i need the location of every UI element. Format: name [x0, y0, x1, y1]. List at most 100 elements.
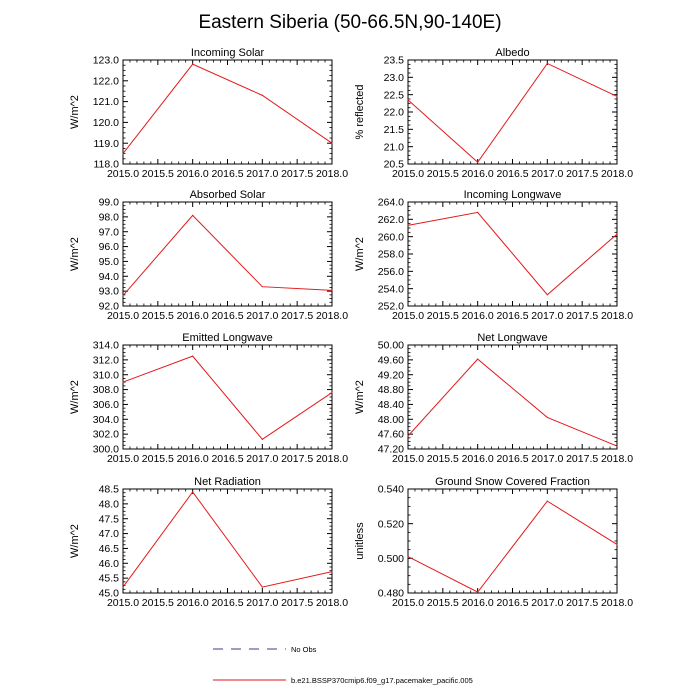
x-tick-label: 2018.0 [316, 168, 348, 180]
y-tick-label: 312.0 [93, 354, 119, 366]
data-point [261, 94, 263, 96]
y-axis-label: W/m^2 [354, 237, 366, 271]
panel-net-radiation: Net Radiation W/m^2 2015.0 2015.5 2016.0 2016… [69, 476, 348, 609]
y-tick-label: 46.5 [99, 543, 120, 555]
y-tick-label: 47.60 [378, 429, 404, 441]
series-line [407, 211, 618, 296]
x-tick-label: 2017.5 [566, 597, 598, 609]
x-tick-label: 2016.0 [462, 310, 494, 322]
y-tick-label: 49.60 [378, 354, 404, 366]
data-point [546, 500, 548, 502]
data-point [616, 543, 618, 546]
y-tick-label: 258.0 [378, 249, 404, 261]
data-point [546, 294, 548, 296]
x-tick-label: 2016.5 [211, 310, 243, 322]
x-tick-label: 2015.0 [392, 597, 424, 609]
y-tick-label: 45.0 [99, 588, 120, 600]
x-tick-label: 2015.5 [142, 168, 174, 180]
y-tick-label: 47.5 [99, 513, 120, 525]
x-tick-label: 2015.5 [142, 453, 174, 465]
series-line [407, 62, 618, 164]
y-tick-label: 0.500 [378, 553, 404, 565]
y-tick-label: 300.0 [93, 444, 119, 456]
data-point [407, 435, 409, 437]
y-tick-label: 48.80 [378, 384, 404, 396]
x-tick-label: 2017.5 [281, 453, 313, 465]
x-tick-label: 2018.0 [316, 310, 348, 322]
y-tick-label: 254.0 [378, 283, 404, 295]
y-tick-label: 47.20 [378, 444, 404, 456]
panel-title: Incoming Longwave [464, 189, 562, 201]
x-tick-label: 2015.0 [107, 168, 139, 180]
panel-title: Emitted Longwave [182, 332, 273, 344]
y-tick-label: 314.0 [93, 340, 119, 352]
y-tick-label: 21.5 [384, 124, 405, 136]
data-point [477, 358, 479, 360]
y-tick-label: 92.0 [99, 301, 120, 313]
legend-label-model-run: b.e21.BSSP370cmip6.f09_g17.pacemaker_pac… [291, 676, 473, 685]
x-tick-label: 2018.0 [601, 168, 633, 180]
data-point [546, 416, 548, 419]
x-tick-label: 2016.0 [177, 597, 209, 609]
data-point [477, 591, 479, 593]
data-point [331, 571, 333, 573]
data-point [331, 142, 333, 144]
data-point [331, 391, 333, 394]
y-axis-label: W/m^2 [354, 380, 366, 414]
y-tick-label: 262.0 [378, 214, 404, 226]
series-line [122, 491, 333, 588]
x-tick-label: 2016.0 [462, 597, 494, 609]
y-axis-label: unitless [354, 522, 366, 560]
y-tick-label: 21.0 [384, 141, 405, 153]
data-point [261, 438, 263, 440]
y-tick-label: 48.0 [99, 498, 120, 510]
y-tick-label: 49.20 [378, 369, 404, 381]
x-tick-label: 2016.5 [496, 310, 528, 322]
y-tick-label: 264.0 [378, 197, 404, 209]
y-tick-label: 306.0 [93, 399, 119, 411]
plot-frame [122, 59, 333, 165]
series-line [407, 358, 618, 447]
panel-incoming-longwave: Incoming Longwave W/m^2 2015.0 2015.5 2016.0… [354, 189, 633, 322]
y-tick-label: 252.0 [378, 301, 404, 313]
panel-net-longwave: Net Longwave W/m^2 2015.0 2015.5 2016.0 2016.… [354, 332, 633, 465]
x-tick-label: 2015.5 [142, 310, 174, 322]
y-tick-label: 302.0 [93, 429, 119, 441]
data-point [192, 491, 194, 493]
x-tick-label: 2016.0 [177, 453, 209, 465]
x-tick-label: 2016.5 [211, 168, 243, 180]
data-point [616, 445, 618, 447]
y-tick-label: 22.0 [384, 107, 405, 119]
x-tick-label: 2015.0 [392, 453, 424, 465]
x-tick-label: 2015.0 [392, 168, 424, 180]
x-tick-label: 2017.0 [531, 310, 563, 322]
y-tick-label: 48.00 [378, 414, 404, 426]
y-tick-label: 96.0 [99, 241, 120, 253]
y-axis-label: W/m^2 [69, 380, 81, 414]
y-tick-label: 120.0 [93, 117, 119, 129]
y-tick-label: 47.0 [99, 528, 120, 540]
y-tick-label: 48.40 [378, 399, 404, 411]
x-tick-label: 2016.5 [496, 168, 528, 180]
x-tick-label: 2018.0 [601, 453, 633, 465]
x-tick-label: 2018.0 [316, 453, 348, 465]
y-tick-label: 122.0 [93, 75, 119, 87]
panel-title: Net Longwave [477, 332, 547, 344]
panel-ground-snow-covered-fraction: Ground Snow Covered Fraction unitless 2015… [354, 476, 633, 609]
x-tick-label: 2015.5 [427, 310, 459, 322]
x-tick-label: 2016.0 [462, 453, 494, 465]
x-tick-label: 2015.5 [142, 597, 174, 609]
x-tick-label: 2018.0 [316, 597, 348, 609]
y-tick-label: 99.0 [99, 197, 120, 209]
data-point [192, 63, 194, 65]
x-tick-label: 2016.0 [177, 168, 209, 180]
y-axis-label: W/m^2 [69, 95, 81, 129]
legend-label-no-obs: No Obs [291, 645, 317, 654]
x-tick-label: 2017.5 [566, 310, 598, 322]
y-tick-label: 256.0 [378, 266, 404, 278]
x-tick-label: 2018.0 [601, 597, 633, 609]
y-tick-label: 48.5 [99, 484, 120, 496]
data-point [477, 161, 479, 163]
